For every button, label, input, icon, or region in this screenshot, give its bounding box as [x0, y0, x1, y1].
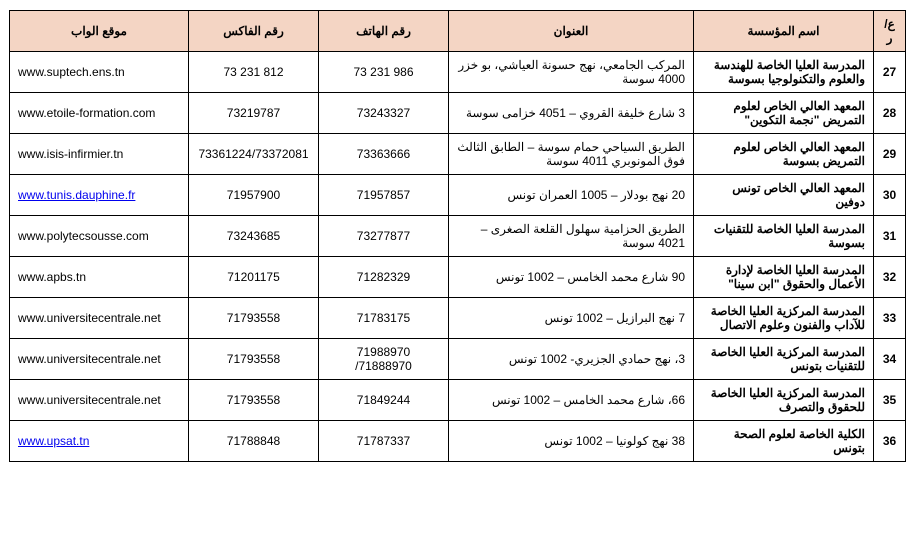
institution-address: 20 نهج بودلار – 1005 العمران تونس — [449, 175, 694, 216]
header-fax: رقم الفاكس — [189, 11, 319, 52]
institution-fax: 73361224/73372081 — [189, 134, 319, 175]
row-number: 29 — [874, 134, 906, 175]
institution-fax: 71793558 — [189, 298, 319, 339]
row-number: 30 — [874, 175, 906, 216]
institution-website: www.upsat.tn — [10, 421, 189, 462]
institution-name: المدرسة العليا الخاصة للتقنيات بسوسة — [694, 216, 874, 257]
institution-website: www.isis-infirmier.tn — [10, 134, 189, 175]
institution-phone: 73363666 — [319, 134, 449, 175]
institution-phone: 73243327 — [319, 93, 449, 134]
institution-name: المعهد العالي الخاص لعلوم التمريض "نجمة … — [694, 93, 874, 134]
institution-phone: 71988970 /71888970 — [319, 339, 449, 380]
table-row: 33المدرسة المركزية العليا الخاصة للآداب … — [10, 298, 906, 339]
institution-name: المعهد العالي الخاص لعلوم التمريض بسوسة — [694, 134, 874, 175]
institution-fax: 73243685 — [189, 216, 319, 257]
institution-phone: 71849244 — [319, 380, 449, 421]
institution-name: المدرسة العليا الخاصة لإدارة الأعمال وال… — [694, 257, 874, 298]
institution-address: الطريق الحزامية سهلول القلعة الصغرى – 40… — [449, 216, 694, 257]
header-address: العنوان — [449, 11, 694, 52]
institution-address: المركب الجامعي، نهج حسونة العياشي، بو خز… — [449, 52, 694, 93]
institution-website: www.tunis.dauphine.fr — [10, 175, 189, 216]
institution-address: الطريق السياحي حمام سوسة – الطابق الثالث… — [449, 134, 694, 175]
header-name: اسم المؤسسة — [694, 11, 874, 52]
institution-name: الكلية الخاصة لعلوم الصحة بتونس — [694, 421, 874, 462]
table-row: 36الكلية الخاصة لعلوم الصحة بتونس38 نهج … — [10, 421, 906, 462]
row-number: 32 — [874, 257, 906, 298]
institution-phone: 71787337 — [319, 421, 449, 462]
institution-phone: 71282329 — [319, 257, 449, 298]
institution-name: المدرسة العليا الخاصة للهندسة والعلوم وا… — [694, 52, 874, 93]
institution-fax: 71788848 — [189, 421, 319, 462]
institution-name: المدرسة المركزية العليا الخاصة للحقوق وا… — [694, 380, 874, 421]
institution-fax: 71793558 — [189, 339, 319, 380]
row-number: 35 — [874, 380, 906, 421]
institution-website: www.universitecentrale.net — [10, 298, 189, 339]
institution-fax: 71957900 — [189, 175, 319, 216]
institution-address: 38 نهج كولونيا – 1002 تونس — [449, 421, 694, 462]
header-website: موقع الواب — [10, 11, 189, 52]
institution-address: 66، شارع محمد الخامس – 1002 تونس — [449, 380, 694, 421]
institution-address: 7 نهج البرازيل – 1002 تونس — [449, 298, 694, 339]
institution-website: www.universitecentrale.net — [10, 339, 189, 380]
row-number: 36 — [874, 421, 906, 462]
institution-fax: 73 231 812 — [189, 52, 319, 93]
institution-name: المدرسة المركزية العليا الخاصة للتقنيات … — [694, 339, 874, 380]
institution-phone: 73 231 986 — [319, 52, 449, 93]
institution-fax: 71201175 — [189, 257, 319, 298]
institution-name: المدرسة المركزية العليا الخاصة للآداب وا… — [694, 298, 874, 339]
table-row: 27المدرسة العليا الخاصة للهندسة والعلوم … — [10, 52, 906, 93]
table-row: 35المدرسة المركزية العليا الخاصة للحقوق … — [10, 380, 906, 421]
institution-website: www.polytecsousse.com — [10, 216, 189, 257]
institution-website: www.universitecentrale.net — [10, 380, 189, 421]
table-row: 34المدرسة المركزية العليا الخاصة للتقنيا… — [10, 339, 906, 380]
row-number: 27 — [874, 52, 906, 93]
institution-address: 90 شارع محمد الخامس – 1002 تونس — [449, 257, 694, 298]
institution-name: المعهد العالي الخاص تونس دوفين — [694, 175, 874, 216]
table-row: 29المعهد العالي الخاص لعلوم التمريض بسوس… — [10, 134, 906, 175]
row-number: 34 — [874, 339, 906, 380]
institution-phone: 73277877 — [319, 216, 449, 257]
institution-fax: 73219787 — [189, 93, 319, 134]
table-row: 31المدرسة العليا الخاصة للتقنيات بسوسةال… — [10, 216, 906, 257]
institution-phone: 71783175 — [319, 298, 449, 339]
institution-website: www.suptech.ens.tn — [10, 52, 189, 93]
institution-website: www.apbs.tn — [10, 257, 189, 298]
institution-fax: 71793558 — [189, 380, 319, 421]
row-number: 28 — [874, 93, 906, 134]
institutions-table: ع/ر اسم المؤسسة العنوان رقم الهاتف رقم ا… — [9, 10, 906, 462]
table-header-row: ع/ر اسم المؤسسة العنوان رقم الهاتف رقم ا… — [10, 11, 906, 52]
table-row: 30المعهد العالي الخاص تونس دوفين20 نهج ب… — [10, 175, 906, 216]
institution-address: 3 شارع خليفة القروي – 4051 خزامى سوسة — [449, 93, 694, 134]
header-phone: رقم الهاتف — [319, 11, 449, 52]
header-num: ع/ر — [874, 11, 906, 52]
institution-website: www.etoile-formation.com — [10, 93, 189, 134]
website-link[interactable]: www.tunis.dauphine.fr — [18, 188, 135, 202]
row-number: 31 — [874, 216, 906, 257]
table-row: 32المدرسة العليا الخاصة لإدارة الأعمال و… — [10, 257, 906, 298]
institution-address: 3، نهج حمادي الجزيري- 1002 تونس — [449, 339, 694, 380]
institution-phone: 71957857 — [319, 175, 449, 216]
row-number: 33 — [874, 298, 906, 339]
website-link[interactable]: www.upsat.tn — [18, 434, 89, 448]
table-row: 28المعهد العالي الخاص لعلوم التمريض "نجم… — [10, 93, 906, 134]
